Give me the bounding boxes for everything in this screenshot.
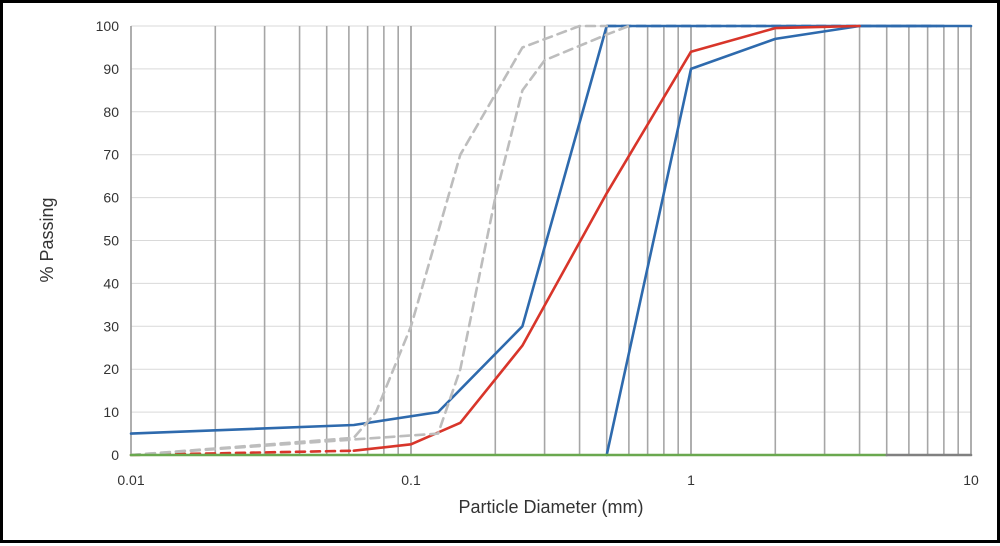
x-tick-label: 0.01 [117,472,144,488]
y-tick-label: 80 [103,104,119,120]
x-tick-label: 0.1 [401,472,421,488]
y-tick-label: 90 [103,61,119,77]
y-tick-label: 0 [111,447,119,463]
y-tick-label: 30 [103,318,119,334]
y-tick-label: 50 [103,233,119,249]
y-tick-label: 40 [103,275,119,291]
y-axis-title: % Passing [37,197,57,282]
series-line-7 [129,24,631,457]
x-tick-label: 1 [687,472,695,488]
grain-size-chart: 0 10 20 30 40 50 60 70 80 90 100 0.01 0.1 1 10 Partic… [37,18,979,517]
series-line-6 [129,24,609,457]
y-tick-labels: 0 10 20 30 40 50 60 70 80 90 100 [96,18,120,463]
y-tick-label: 60 [103,190,119,206]
y-tick-label: 70 [103,147,119,163]
x-axis-title: Particle Diameter (mm) [458,497,643,517]
y-tick-label: 10 [103,404,119,420]
series-line-4 [352,24,861,453]
series-line-1 [129,24,973,435]
y-tick-label: 100 [96,18,120,34]
y-tick-label: 20 [103,361,119,377]
y-gridlines [131,25,971,456]
x-tick-label: 10 [963,472,979,488]
x-gridlines [130,26,972,455]
series-layer [129,24,973,457]
x-tick-labels: 0.01 0.1 1 10 [117,472,979,488]
